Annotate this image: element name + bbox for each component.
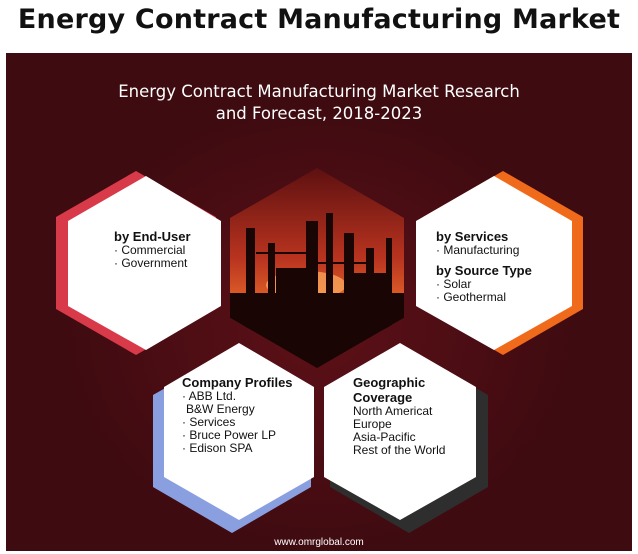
footer-url[interactable]: www.omrglobal.com [274,537,364,548]
source-type-item: · Solar [436,277,472,291]
company-profiles-hexagon [153,343,314,533]
region-item: Rest of the World [353,443,446,457]
geographic-text: Geographic Coverage North Americat Europ… [353,375,445,457]
region-item: Europe [353,417,392,431]
geographic-heading: Geographic [353,375,426,390]
company-item: B&W Energy [186,402,255,416]
subtitle-line-1: Energy Contract Manufacturing Market Res… [118,82,520,101]
company-item: · Edison SPA [182,441,253,455]
source-type-heading: by Source Type [436,263,532,278]
company-profiles-heading: Company Profiles [182,375,293,390]
industrial-plant-image [230,168,404,368]
region-item: North Americat [353,404,433,418]
infographic-panel: Energy Contract Manufacturing Market Res… [6,53,632,551]
region-item: Asia-Pacific [353,430,416,444]
services-hexagon [416,171,583,355]
end-user-text: by End-User · Commercial · Government [114,229,191,270]
panel-subtitle: Energy Contract Manufacturing Market Res… [6,81,632,125]
services-item: · Manufacturing [436,243,520,257]
subtitle-line-2: and Forecast, 2018-2023 [215,104,423,123]
page-title: Energy Contract Manufacturing Market [17,4,621,35]
company-item: · Services [182,415,236,429]
end-user-item: · Government [114,256,188,270]
end-user-item: · Commercial [114,243,186,257]
services-text: by Services · Manufacturing by Source Ty… [436,229,532,304]
company-item: · Bruce Power LP [182,428,277,442]
services-heading: by Services [436,229,509,244]
hexagon-graphics [56,168,583,533]
company-profiles-text: Company Profiles · ABB Ltd. B&W Energy ·… [182,375,293,455]
company-item: · ABB Ltd. [182,389,237,403]
end-user-heading: by End-User [114,229,191,244]
geographic-hexagon [324,343,488,533]
geographic-heading-line2: Coverage [353,390,413,405]
end-user-hexagon [56,171,221,355]
source-type-item: · Geothermal [436,290,507,304]
